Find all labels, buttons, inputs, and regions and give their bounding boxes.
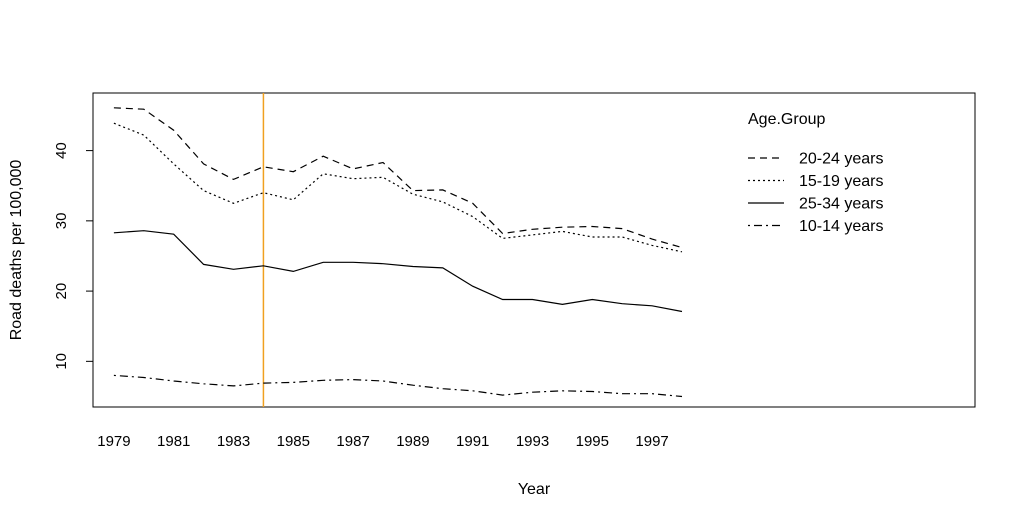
x-tick-label: 1989 (396, 433, 429, 450)
y-tick-label: 10 (53, 353, 70, 370)
y-tick-label: 40 (53, 142, 70, 159)
x-tick-label: 1997 (635, 433, 668, 450)
y-tick-label: 30 (53, 213, 70, 230)
x-axis: 1979 1981 1983 1985 1987 1989 1991 1993 1995 1997 (97, 433, 669, 450)
series-line-4 (113, 374, 683, 398)
x-tick-label: 1987 (336, 433, 369, 450)
y-axis: 10 20 30 40 (53, 142, 93, 370)
y-tick-label: 20 (53, 283, 70, 300)
series-line-3 (113, 230, 683, 313)
x-axis-label: Year (518, 481, 551, 498)
legend: Age.Group 20-24 years 15-19 years 25-34 ye… (748, 111, 884, 235)
series-layer (113, 107, 683, 398)
x-tick-label: 1991 (456, 433, 489, 450)
x-tick-label: 1995 (576, 433, 609, 450)
legend-label: 25-34 years (799, 196, 884, 213)
x-tick-label: 1979 (97, 433, 130, 450)
legend-title: Age.Group (748, 111, 825, 128)
y-axis-label: Road deaths per 100,000 (8, 160, 25, 341)
legend-label: 10-14 years (799, 218, 884, 235)
x-tick-label: 1983 (217, 433, 250, 450)
series-line-2 (113, 122, 683, 253)
x-tick-label: 1993 (516, 433, 549, 450)
legend-label: 15-19 years (799, 173, 884, 190)
legend-label: 20-24 years (799, 151, 884, 168)
x-tick-label: 1985 (277, 433, 310, 450)
series-line-1 (113, 107, 683, 249)
x-tick-label: 1981 (157, 433, 190, 450)
plot-frame (92, 92, 976, 408)
